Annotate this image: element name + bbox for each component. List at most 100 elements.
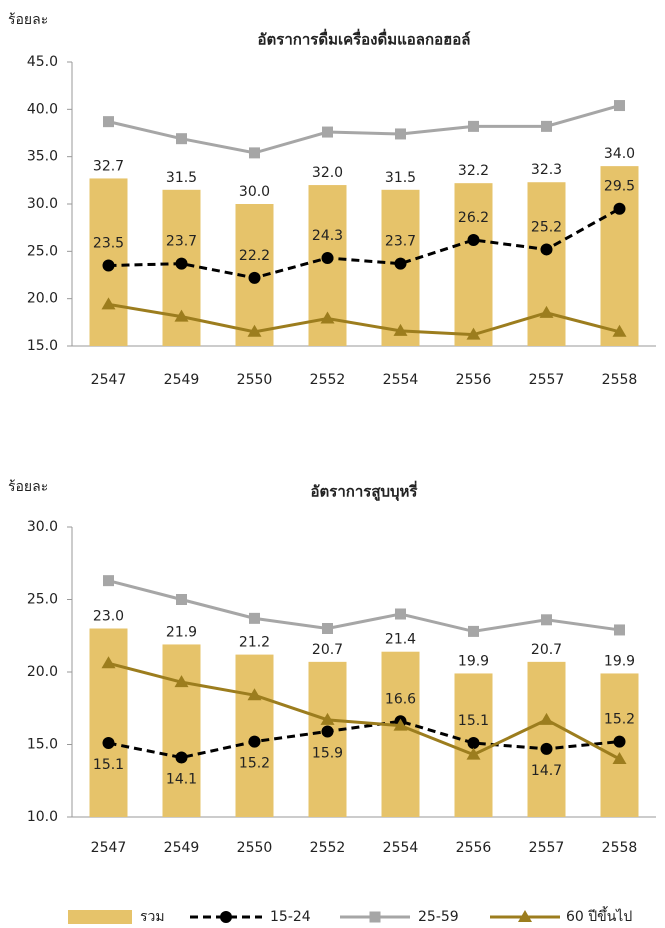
x-tick-label: 2557: [529, 840, 565, 856]
marker: [247, 324, 262, 337]
bar: [162, 644, 201, 817]
bar: [381, 651, 420, 817]
legend-marker: [518, 910, 532, 922]
data-label: 20.7: [312, 642, 343, 658]
marker: [102, 259, 115, 272]
x-tick-label: 2549: [164, 372, 200, 388]
marker: [393, 718, 408, 731]
marker: [466, 327, 481, 340]
data-label: 15.2: [239, 756, 270, 772]
bar: [600, 166, 639, 346]
marker: [393, 323, 408, 336]
y-tick-label: 25.0: [27, 592, 58, 608]
marker: [614, 624, 625, 636]
data-label: 32.7: [93, 158, 124, 174]
marker: [320, 712, 335, 725]
x-tick-label: 2554: [383, 840, 419, 856]
legend-label: รวม: [140, 909, 165, 925]
bar: [454, 183, 493, 346]
marker: [541, 614, 552, 626]
x-tick-label: 2552: [310, 372, 346, 388]
legend-label: 25-59: [418, 909, 459, 925]
marker: [539, 712, 554, 725]
data-label: 15.9: [312, 745, 343, 761]
marker: [612, 752, 627, 764]
data-label: 19.9: [604, 653, 635, 669]
marker: [248, 735, 261, 748]
marker: [321, 725, 334, 738]
data-label: 26.2: [458, 210, 489, 226]
line: [108, 579, 620, 633]
x-tick-label: 2556: [456, 840, 492, 856]
x-tick-label: 2556: [456, 372, 492, 388]
y-tick-label: 20.0: [27, 291, 58, 307]
data-label: 21.9: [166, 624, 197, 640]
marker: [101, 656, 116, 669]
x-tick-label: 2554: [383, 372, 419, 388]
x-tick-label: 2552: [310, 840, 346, 856]
marker: [175, 257, 188, 270]
data-label: 14.7: [531, 763, 562, 779]
marker: [176, 133, 187, 145]
data-label: 15.2: [604, 712, 635, 728]
marker: [101, 297, 116, 310]
data-label: 23.7: [166, 234, 197, 250]
data-label: 29.5: [604, 179, 635, 195]
y-tick-label: 40.0: [27, 101, 58, 117]
chart-title: อัตราการสูบบุหรี่: [311, 481, 419, 502]
marker: [468, 120, 479, 132]
chart-title: อัตราการดื่มเครื่องดื่มแอลกอฮอล์: [258, 29, 471, 49]
data-label: 30.0: [239, 184, 270, 200]
y-tick-label: 30.0: [27, 519, 58, 535]
data-label: 25.2: [531, 219, 562, 235]
data-label: 23.5: [93, 236, 124, 252]
marker: [466, 747, 481, 760]
data-label: 23.7: [385, 234, 416, 250]
y-tick-label: 35.0: [27, 149, 58, 165]
x-tick-label: 2550: [237, 840, 273, 856]
y-tick-label: 15.0: [27, 338, 58, 354]
marker: [321, 251, 334, 264]
marker: [249, 147, 260, 159]
bar: [308, 661, 347, 817]
marker: [394, 257, 407, 270]
y-tick-label: 20.0: [27, 664, 58, 680]
data-label: 32.3: [531, 162, 562, 178]
data-label: 21.4: [385, 632, 416, 648]
bar: [527, 182, 566, 346]
marker: [175, 751, 188, 764]
marker: [539, 305, 554, 318]
marker: [248, 271, 261, 284]
y-axis-label: ร้อยละ: [8, 479, 48, 495]
x-tick-label: 2547: [91, 840, 127, 856]
marker: [540, 243, 553, 256]
marker: [541, 120, 552, 132]
data-label: 16.6: [385, 691, 416, 707]
marker: [322, 623, 333, 634]
marker: [102, 737, 115, 750]
line: [108, 661, 621, 761]
marker: [613, 202, 626, 215]
data-label: 15.1: [93, 757, 124, 773]
data-label: 31.5: [385, 170, 416, 186]
marker: [174, 675, 189, 688]
marker: [174, 309, 189, 322]
data-label: 14.1: [166, 772, 197, 788]
data-label: 21.2: [239, 635, 270, 651]
marker: [467, 233, 480, 246]
marker: [467, 737, 480, 750]
marker: [613, 735, 626, 748]
data-label: 15.1: [458, 713, 489, 729]
marker: [103, 575, 114, 587]
y-tick-label: 45.0: [27, 54, 58, 70]
y-axis-label: ร้อยละ: [8, 12, 48, 28]
y-tick-label: 15.0: [27, 737, 58, 753]
line: [108, 302, 620, 337]
data-label: 34.0: [604, 146, 635, 162]
data-label: 19.9: [458, 653, 489, 669]
data-label: 20.7: [531, 642, 562, 658]
marker: [468, 625, 479, 637]
x-tick-label: 2547: [91, 372, 127, 388]
marker: [614, 100, 625, 112]
